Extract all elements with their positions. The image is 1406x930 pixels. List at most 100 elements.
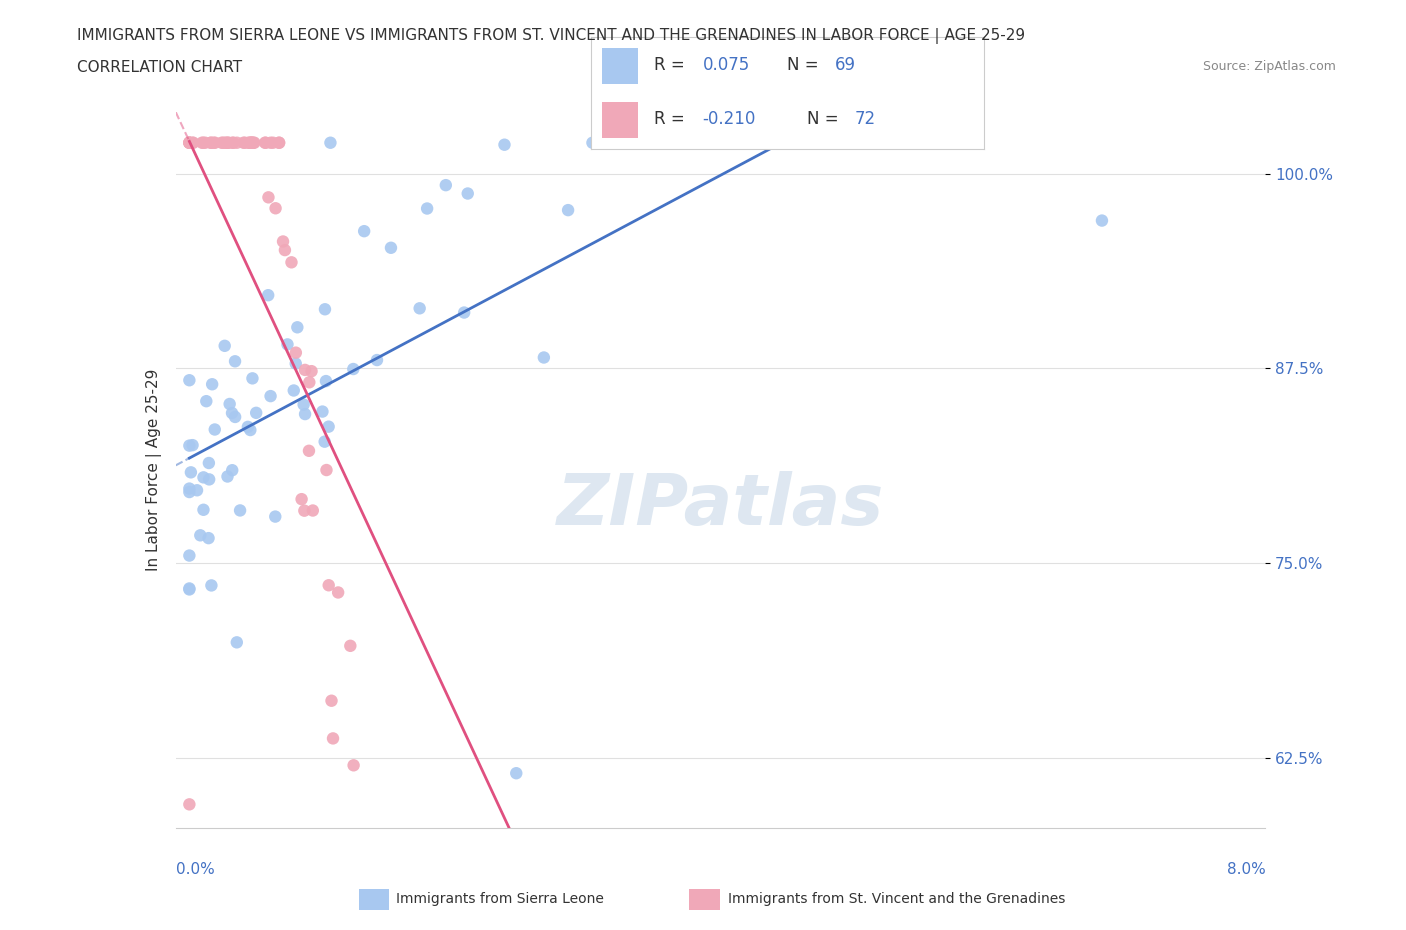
Point: [215, 135, 238, 150]
Point: [298, 444, 321, 458]
Point: [533, 350, 555, 365]
Point: [260, 135, 283, 150]
Point: [347, 867, 370, 882]
Point: [198, 472, 221, 486]
Point: [239, 422, 262, 437]
Point: [657, 135, 679, 150]
Point: [238, 135, 260, 150]
Point: [301, 503, 323, 518]
Text: R =: R =: [654, 56, 689, 74]
Point: [257, 190, 280, 205]
Point: [198, 456, 221, 471]
Point: [214, 339, 236, 353]
Point: [200, 135, 222, 150]
Point: [240, 135, 263, 150]
Point: [218, 135, 240, 150]
Point: [439, 867, 461, 882]
Point: [408, 301, 430, 316]
Point: [188, 528, 211, 543]
Point: [314, 302, 336, 317]
Point: [416, 867, 439, 882]
Point: [557, 203, 579, 218]
Point: [337, 867, 360, 882]
Text: 0.075: 0.075: [703, 56, 749, 74]
Point: [242, 371, 264, 386]
Point: [193, 135, 215, 150]
Point: [291, 492, 314, 507]
Point: [340, 867, 363, 882]
Point: [242, 135, 264, 150]
Point: [180, 465, 202, 480]
Point: [457, 186, 479, 201]
Point: [264, 509, 287, 524]
Text: Immigrants from Sierra Leone: Immigrants from Sierra Leone: [396, 892, 605, 907]
Point: [422, 867, 444, 882]
Point: [318, 419, 340, 434]
Point: [257, 287, 280, 302]
Text: 8.0%: 8.0%: [1226, 862, 1265, 877]
Point: [179, 135, 201, 150]
Point: [202, 135, 225, 150]
Point: [470, 867, 492, 882]
Point: [271, 234, 294, 249]
Point: [416, 201, 439, 216]
Point: [179, 485, 201, 499]
Text: 72: 72: [855, 110, 876, 127]
Text: IMMIGRANTS FROM SIERRA LEONE VS IMMIGRANTS FROM ST. VINCENT AND THE GRENADINES I: IMMIGRANTS FROM SIERRA LEONE VS IMMIGRAN…: [77, 28, 1025, 44]
Point: [191, 135, 214, 150]
Point: [315, 462, 337, 477]
Point: [194, 135, 217, 150]
Point: [212, 135, 235, 150]
Point: [274, 243, 297, 258]
Text: N =: N =: [807, 110, 844, 127]
Point: [181, 135, 204, 150]
Point: [226, 135, 249, 150]
Point: [221, 463, 243, 478]
Point: [222, 135, 245, 150]
Point: [703, 867, 725, 882]
Point: [322, 731, 344, 746]
Point: [294, 363, 316, 378]
FancyBboxPatch shape: [602, 48, 638, 84]
Point: [494, 138, 516, 153]
Point: [259, 389, 281, 404]
Text: Source: ZipAtlas.com: Source: ZipAtlas.com: [1202, 60, 1336, 73]
Point: [623, 135, 645, 150]
Point: [1091, 213, 1114, 228]
Point: [328, 585, 350, 600]
Point: [581, 135, 603, 150]
Point: [269, 135, 291, 150]
Point: [222, 135, 245, 150]
Point: [240, 135, 263, 150]
Point: [221, 405, 243, 420]
Point: [179, 135, 201, 150]
Point: [315, 374, 337, 389]
Point: [294, 406, 316, 421]
Point: [284, 356, 307, 371]
Point: [380, 240, 402, 255]
Point: [314, 434, 336, 449]
Point: [254, 135, 277, 150]
Point: [179, 438, 201, 453]
Point: [218, 396, 240, 411]
Point: [197, 531, 219, 546]
Point: [233, 135, 256, 150]
Point: [193, 470, 215, 485]
Point: [200, 578, 222, 592]
Point: [318, 578, 340, 592]
Point: [225, 635, 247, 650]
Point: [276, 337, 298, 352]
Point: [179, 135, 201, 150]
Point: [298, 375, 321, 390]
Point: [301, 364, 323, 379]
Point: [449, 867, 471, 882]
Point: [742, 867, 765, 882]
Text: CORRELATION CHART: CORRELATION CHART: [77, 60, 242, 75]
Point: [179, 797, 201, 812]
Point: [254, 135, 277, 150]
Point: [217, 135, 239, 150]
Point: [186, 483, 208, 498]
Y-axis label: In Labor Force | Age 25-29: In Labor Force | Age 25-29: [146, 368, 162, 571]
Point: [224, 353, 246, 368]
Point: [651, 136, 673, 151]
